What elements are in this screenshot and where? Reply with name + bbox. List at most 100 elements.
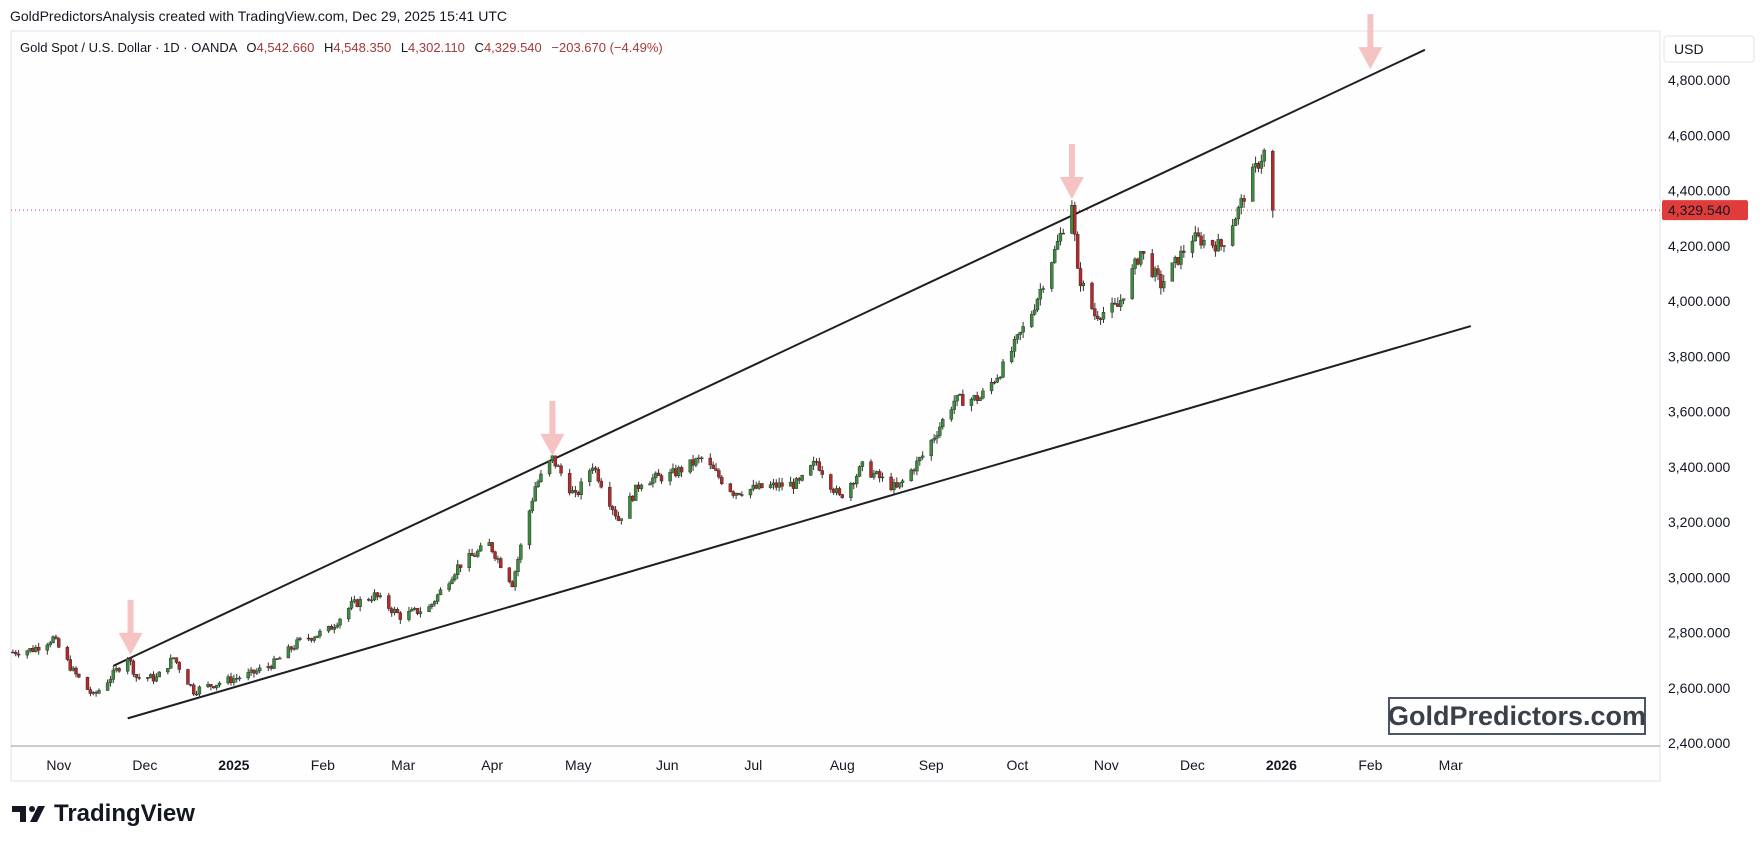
candle-body bbox=[777, 482, 781, 488]
candle-body bbox=[1018, 331, 1022, 335]
candle-body bbox=[186, 669, 190, 685]
candle-body bbox=[37, 646, 41, 651]
candle-body bbox=[711, 464, 715, 469]
candle-body bbox=[1230, 225, 1235, 246]
candle-body bbox=[1159, 274, 1163, 289]
tradingview-brand[interactable]: TradingView bbox=[12, 800, 195, 828]
candle-body bbox=[872, 473, 876, 478]
candle-body bbox=[134, 674, 138, 678]
candle-body bbox=[697, 457, 701, 460]
candle-body bbox=[530, 500, 535, 512]
candle-body bbox=[1176, 257, 1180, 265]
candle-body bbox=[809, 465, 813, 476]
candle-body bbox=[1121, 298, 1126, 301]
candle-body bbox=[677, 467, 681, 477]
time-axis[interactable]: Nov Dec 2025 Feb Mar Apr May Jun Jul Aug Sep Oct Nov… bbox=[46, 757, 1463, 773]
candle-body bbox=[212, 686, 216, 689]
candle-body bbox=[1256, 163, 1261, 169]
candle-body bbox=[1050, 262, 1054, 289]
candle-body bbox=[131, 660, 136, 675]
candle-body bbox=[458, 564, 463, 568]
candle-body bbox=[148, 674, 153, 679]
candle-body bbox=[628, 495, 632, 519]
currency-button[interactable] bbox=[1663, 35, 1755, 63]
candle-body bbox=[1139, 251, 1143, 265]
candle-body bbox=[191, 684, 196, 695]
candle-body bbox=[335, 624, 339, 628]
candle-body bbox=[507, 567, 512, 582]
candle-body bbox=[68, 659, 72, 671]
candle-body bbox=[547, 460, 552, 475]
candle-body bbox=[226, 676, 230, 684]
time-tick-label: Jun bbox=[656, 757, 679, 773]
candle-body bbox=[728, 483, 733, 492]
candle-body bbox=[889, 476, 893, 491]
candle-body bbox=[1021, 326, 1025, 333]
candle-body bbox=[1052, 249, 1057, 263]
candle-body bbox=[237, 677, 242, 680]
candle-body bbox=[1113, 302, 1117, 305]
candle-body bbox=[579, 481, 583, 496]
candle-body bbox=[74, 667, 78, 675]
candle-body bbox=[656, 472, 661, 476]
time-tick-label: May bbox=[565, 757, 591, 773]
candle-body bbox=[593, 467, 598, 470]
candle-body bbox=[668, 472, 672, 482]
down-arrow-icon bbox=[1358, 14, 1383, 70]
candle-body bbox=[648, 483, 652, 486]
candle-body bbox=[679, 467, 684, 473]
candle-body bbox=[920, 455, 925, 458]
candle-body bbox=[992, 381, 997, 384]
price-tick-label: 3,200.000 bbox=[1668, 514, 1730, 530]
candle-body bbox=[1262, 149, 1266, 162]
trendlines[interactable] bbox=[112, 48, 1472, 720]
candle-body bbox=[898, 482, 902, 488]
candle-body bbox=[272, 658, 276, 669]
candle-body bbox=[166, 668, 170, 673]
candle-body bbox=[1096, 315, 1100, 319]
candle-body bbox=[369, 599, 374, 602]
candle-body bbox=[105, 682, 110, 691]
legend-open-value: 4,542.660 bbox=[256, 40, 314, 55]
candle-body bbox=[955, 394, 959, 402]
candle-body bbox=[295, 639, 299, 649]
candle-body bbox=[312, 637, 316, 641]
candle-body bbox=[1239, 198, 1243, 208]
candle-body bbox=[588, 470, 592, 483]
candle-body bbox=[487, 542, 491, 546]
candle-body bbox=[932, 438, 936, 441]
candle-body bbox=[1130, 268, 1134, 299]
candle-body bbox=[559, 465, 563, 474]
chart-pane[interactable] bbox=[10, 30, 1661, 782]
candle-body bbox=[748, 488, 753, 496]
candle-body bbox=[935, 435, 939, 439]
candle-body bbox=[1001, 361, 1005, 378]
price-axis[interactable]: 2,400.000 2,600.000 2,800.000 3,000.000 3,20… bbox=[1668, 72, 1730, 751]
candle-body bbox=[633, 484, 638, 501]
candle-body bbox=[1075, 234, 1080, 269]
candle-body bbox=[1110, 302, 1114, 313]
price-tick-label: 3,600.000 bbox=[1668, 404, 1730, 420]
candle-body bbox=[48, 642, 52, 646]
candle-body bbox=[1199, 235, 1203, 246]
candle-body bbox=[433, 601, 437, 605]
candle-body bbox=[688, 459, 692, 473]
candle-body bbox=[915, 460, 919, 472]
candle-body bbox=[266, 666, 270, 669]
legend-high-value: 4,548.350 bbox=[333, 40, 391, 55]
candle-body bbox=[817, 461, 822, 471]
candle-body bbox=[490, 542, 494, 552]
candle-body bbox=[527, 510, 532, 546]
candle-body bbox=[553, 455, 557, 467]
candle-body bbox=[513, 571, 517, 588]
candle-body bbox=[829, 474, 833, 490]
candle-body bbox=[1136, 258, 1140, 265]
candle-body bbox=[14, 651, 18, 655]
time-tick-label: Feb bbox=[1358, 757, 1382, 773]
candle-body bbox=[257, 667, 262, 672]
candle-body bbox=[65, 647, 70, 660]
candle-body bbox=[791, 481, 796, 489]
candle-body bbox=[909, 469, 913, 482]
candle-body bbox=[34, 646, 38, 652]
